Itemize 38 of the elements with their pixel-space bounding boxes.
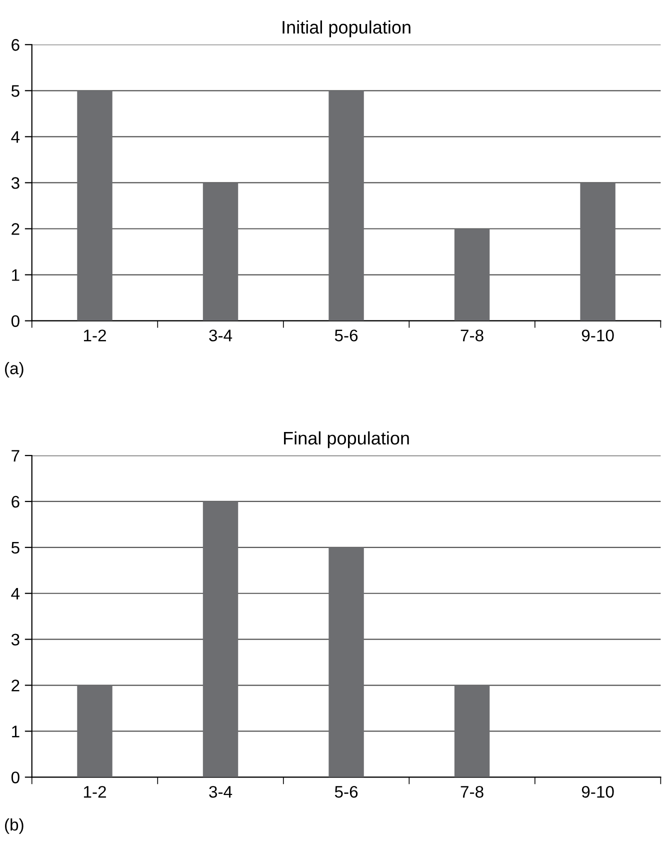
bar: [454, 685, 490, 778]
x-tick-label: 7-8: [460, 786, 484, 798]
text: (a): [5, 362, 24, 378]
bar: [202, 182, 238, 321]
y-tick-label: 1: [12, 726, 20, 738]
y-tick-label: 5: [11, 542, 20, 554]
x-tick-label: 9-10: [582, 786, 614, 798]
bar: [580, 182, 616, 321]
bar: [328, 90, 364, 321]
y-tick-label: 0: [11, 315, 20, 328]
y-tick-label: 6: [12, 39, 20, 51]
bar: [328, 547, 364, 778]
y-tick-label: 6: [12, 496, 20, 508]
bar: [77, 90, 112, 321]
text: (b): [5, 818, 24, 834]
x-tick-label: 3-4: [209, 330, 232, 342]
x-tick-label: 1-2: [84, 330, 106, 342]
y-tick-label: 1: [12, 269, 20, 281]
x-tick-label: 3-4: [209, 786, 232, 798]
chart-title: Final population: [284, 431, 409, 448]
bar: [202, 501, 238, 778]
y-tick-label: 3: [11, 177, 20, 189]
y-tick-label: 0: [11, 772, 20, 784]
x-tick-label: 5-6: [334, 786, 358, 798]
y-tick-label: 7: [12, 450, 20, 462]
y-tick-label: 5: [11, 85, 20, 97]
y-tick-label: 3: [11, 634, 20, 646]
y-tick-label: 2: [12, 680, 20, 692]
x-tick-label: 7-8: [460, 330, 484, 342]
bar: [454, 228, 490, 321]
chart-title: Initial population: [282, 20, 410, 38]
x-tick-label: 9-10: [582, 330, 614, 342]
x-tick-label: 1-2: [84, 786, 106, 798]
y-tick-label: 4: [11, 588, 20, 600]
bar: [77, 685, 112, 778]
y-tick-label: 2: [12, 223, 20, 235]
y-tick-label: 4: [11, 131, 20, 143]
x-tick-label: 5-6: [334, 330, 358, 342]
